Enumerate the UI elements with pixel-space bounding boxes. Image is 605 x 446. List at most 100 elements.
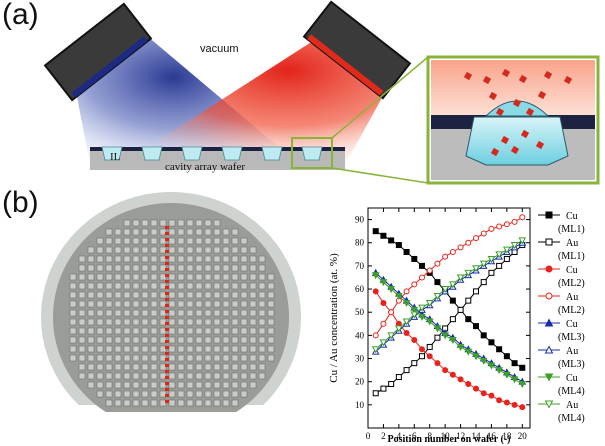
legend-group: (ML2) [558,278,585,289]
legend-entry: Au (ML4) [538,400,585,424]
data-point [472,265,480,273]
data-point [449,281,457,289]
data-point [442,253,449,260]
data-point [495,251,503,259]
data-point [488,339,495,346]
plot-frame [367,207,531,429]
data-point [503,353,510,360]
data-point [503,255,510,262]
legend-entry: Au (ML3) [538,345,585,370]
data-point [442,367,449,374]
y-tick-label: 50 [355,307,365,317]
data-point [395,242,402,249]
data-point [545,238,553,246]
data-point [418,313,426,321]
data-point [503,221,510,228]
cavity [101,146,123,161]
y-tick-label: 20 [355,377,365,387]
legend-group: (ML4) [558,413,585,424]
data-point [449,297,456,304]
data-point [434,279,441,286]
particle [501,68,511,78]
x-tick-label: 16 [487,431,497,441]
data-point [495,367,503,375]
panel-b-label: (b) [2,186,39,219]
legend-name: Cu [566,265,578,276]
x-tick-label: 6 [412,431,417,441]
data-point [419,274,425,281]
cavity [141,146,163,161]
legend-entry: Cu (ML4) [538,373,585,397]
particle [535,140,545,150]
data-point [411,281,418,288]
legend-group: (ML3) [558,359,585,370]
data-point [410,311,419,319]
legend-name: Cu [566,319,578,330]
data-point [434,260,441,267]
data-point [496,223,503,230]
y-tick-label: 70 [355,261,365,271]
data-point [480,230,487,237]
data-point [464,269,473,277]
data-point [419,262,425,269]
data-point [545,211,553,219]
data-point [464,348,473,356]
data-point [465,381,472,387]
series-line [375,216,523,336]
data-point [410,306,419,314]
x-tick-label: 20 [518,431,528,441]
data-point [472,353,480,361]
data-point [487,362,496,370]
data-point [487,255,496,263]
red-sputter-source [302,0,412,100]
legend-group: (ML2) [558,305,585,316]
data-point [379,339,388,347]
x-axis-label: Position number on wafer (-) [388,434,511,445]
data-point [371,346,380,354]
series-6 [371,272,527,389]
data-point [402,299,411,307]
data-point [488,225,495,232]
data-point [544,318,554,327]
data-point [518,237,527,245]
x-tick-label: 14 [472,431,482,441]
cavity [301,146,323,161]
series-5 [371,238,527,355]
data-point [456,343,465,351]
data-point [473,323,479,330]
data-point [441,332,449,340]
data-point [457,376,464,383]
data-point [372,390,379,397]
x-tick-label: 10 [441,431,451,441]
data-point [511,218,518,225]
data-point [519,214,526,221]
data-point [496,346,503,353]
data-point [465,297,472,304]
x-tick-label: 12 [456,431,465,441]
particle [525,107,535,117]
data-point [510,242,519,250]
data-point [434,360,441,367]
data-point [479,357,488,365]
series-1 [372,242,526,397]
data-point [544,345,554,354]
data-point [372,288,379,295]
data-point [503,399,510,406]
data-point [403,249,410,255]
data-point [380,232,387,239]
data-point [479,260,488,268]
particle [512,98,522,108]
series-7 [371,237,527,354]
data-point [545,292,553,300]
cavity [221,146,243,161]
legend-entry: Au (ML1) [538,238,585,262]
data-point [518,381,527,389]
data-point [395,325,403,333]
legend-group: (ML1) [558,251,585,262]
y-tick-label: 90 [355,215,365,225]
cavity-row [101,146,323,161]
data-point [380,385,387,392]
x-tick-label: 2 [381,431,386,441]
particle [518,74,528,84]
